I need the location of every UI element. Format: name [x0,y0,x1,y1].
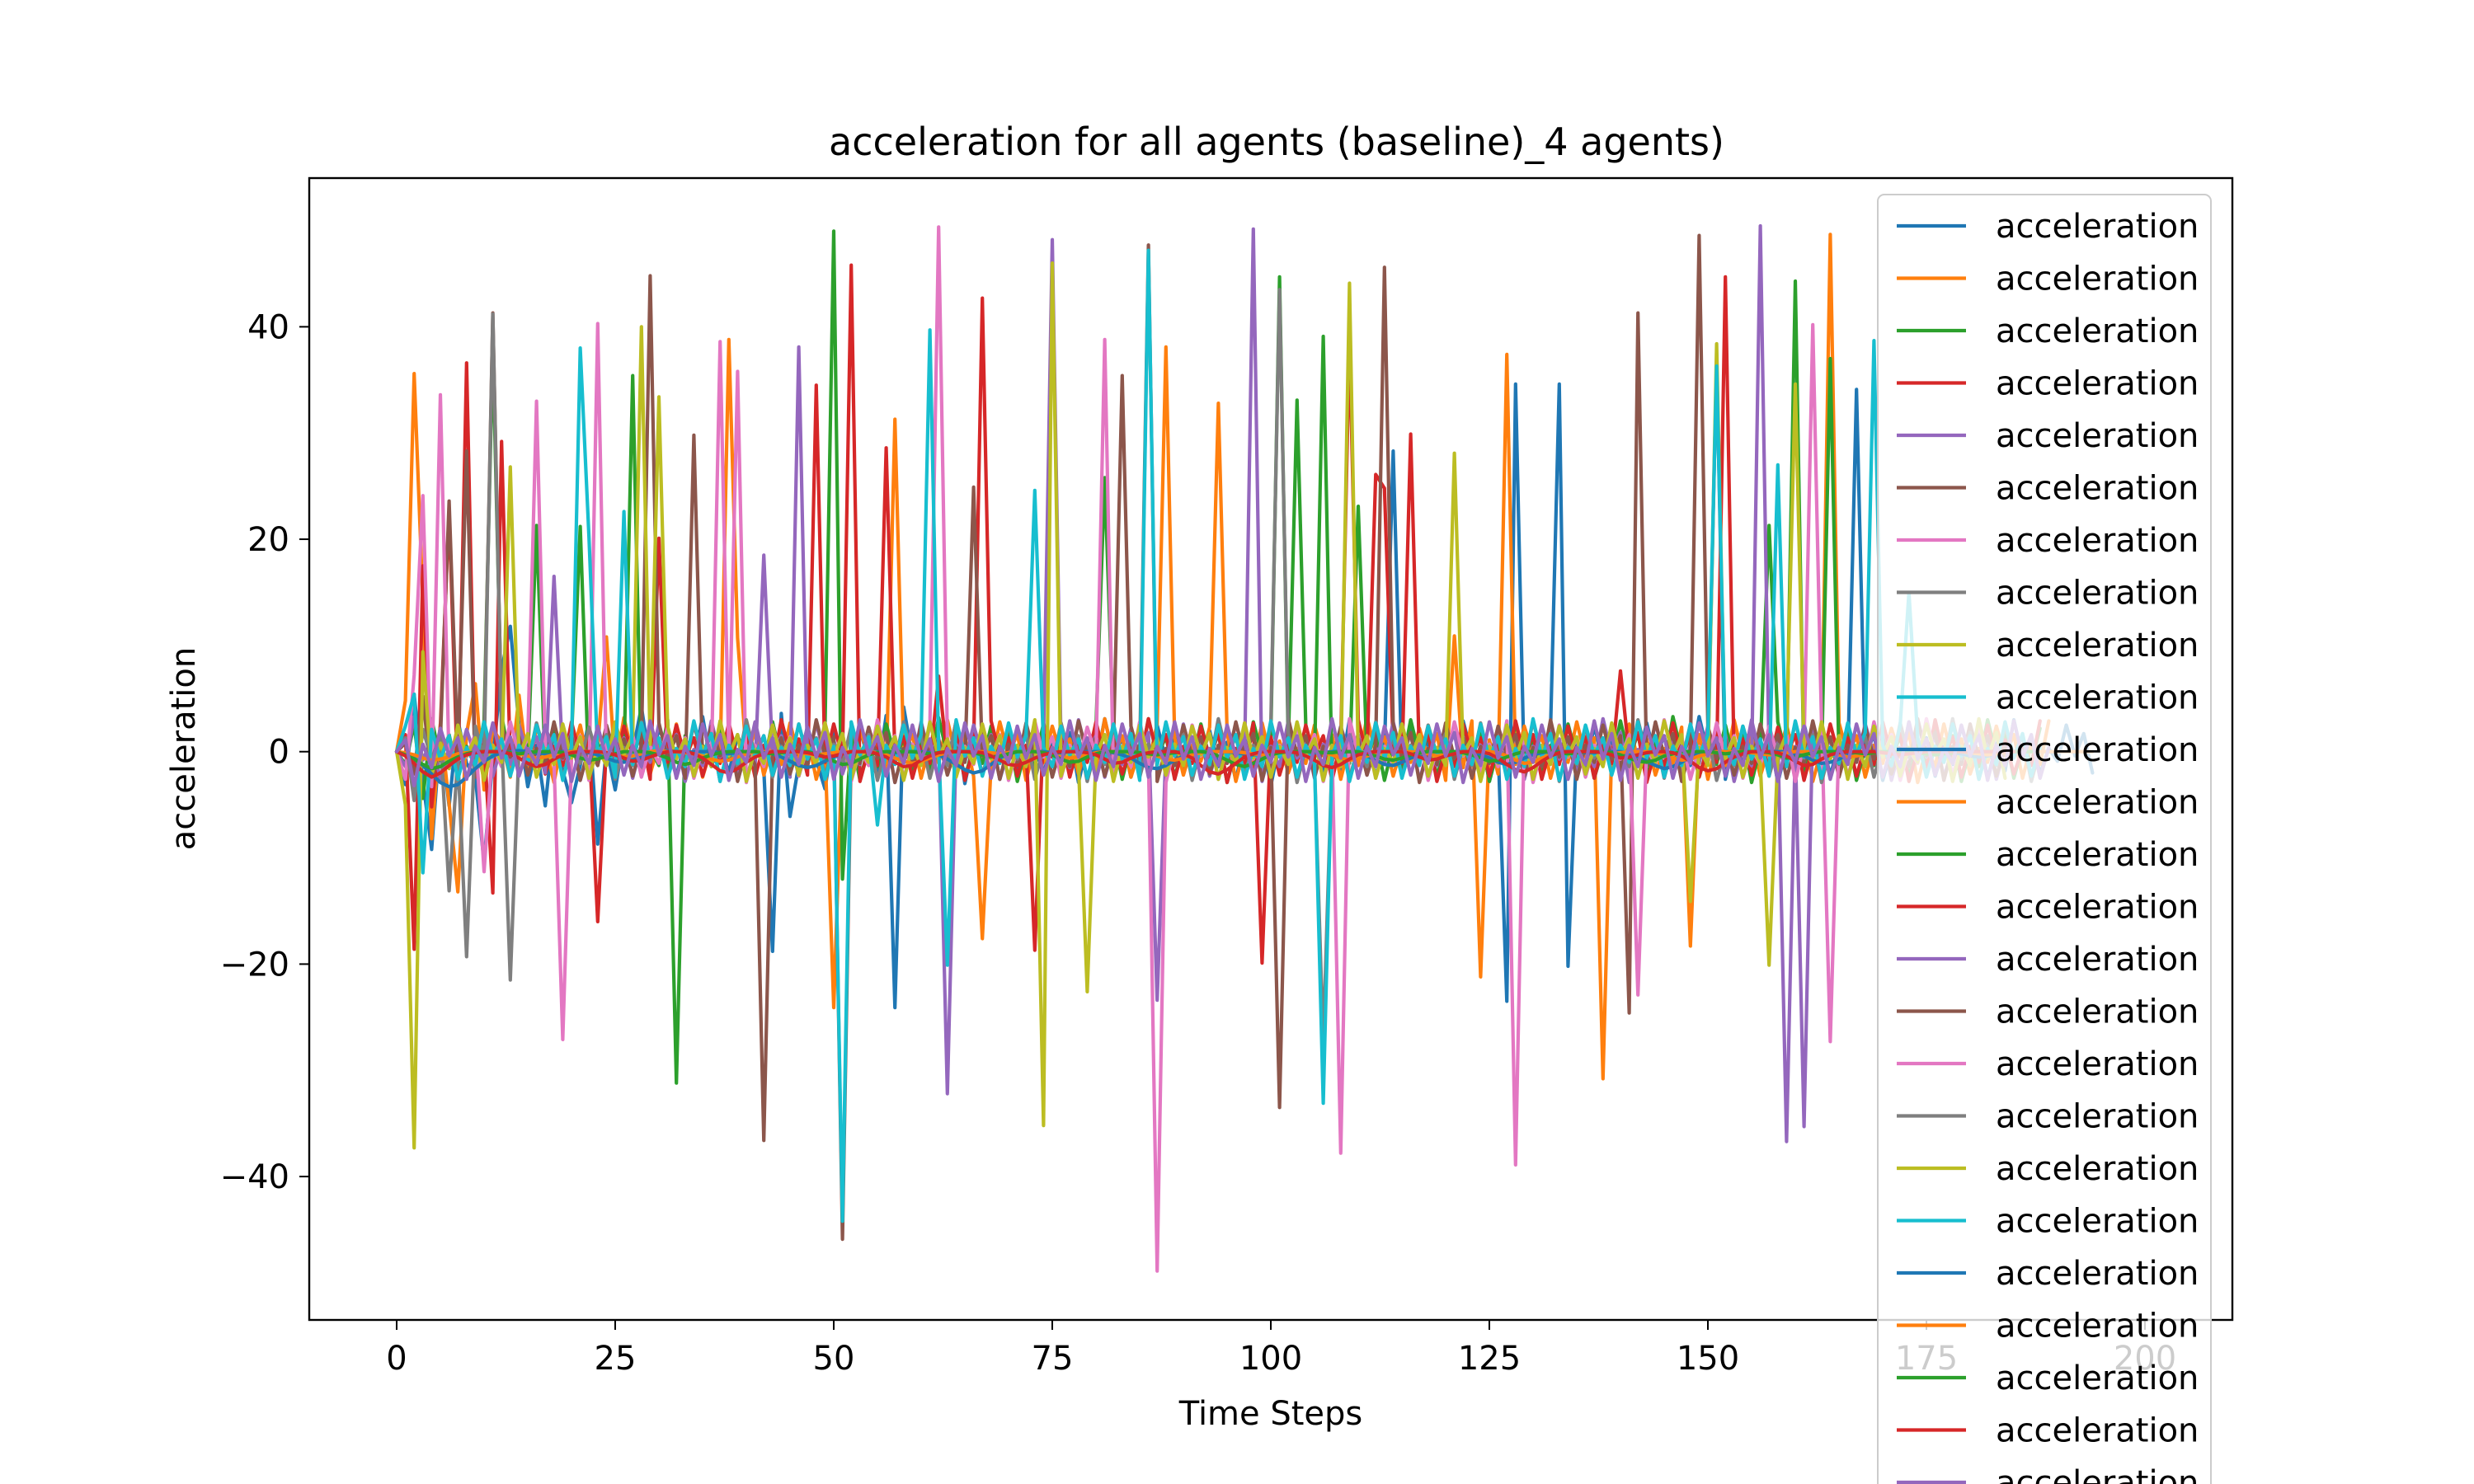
legend-label: acceleration [1996,470,2199,508]
legend-label: acceleration [1996,1308,2199,1345]
x-tick-label: 0 [386,1340,407,1378]
plot-series-layer [394,223,2095,1273]
x-tick-label: 75 [1032,1340,1074,1378]
series-line-10 [394,248,2042,1223]
legend-label: acceleration [1996,1360,2199,1397]
legend-label: acceleration [1996,1150,2199,1188]
legend-label: acceleration [1996,889,2199,927]
legend-label: acceleration [1996,1255,2199,1293]
x-tick-label: 25 [595,1340,637,1378]
legend-label: acceleration [1996,1412,2199,1450]
legend-label: acceleration [1996,679,2199,717]
x-axis-label: Time Steps [1178,1395,1363,1433]
legend: acceleration acceleration acceleration acce… [1877,194,2212,1484]
y-tick-label: 0 [269,734,289,772]
series-line-15 [394,716,2051,788]
x-tick-label: 100 [1239,1340,1302,1378]
legend-label: acceleration [1996,261,2199,298]
y-axis-ticks: −40 −20 0 20 40 [220,308,309,1196]
series-line-6 [394,233,2007,1242]
x-tick-label: 150 [1677,1340,1739,1378]
y-tick-label: −40 [220,1158,289,1196]
chart-title: acceleration for all agents (baseline)_4… [829,120,1724,164]
legend-label: acceleration [1996,1098,2199,1136]
x-tick-label: 125 [1458,1340,1521,1378]
legend-label: acceleration [1996,365,2199,403]
legend-frame [1877,194,2212,1484]
legend-label: acceleration [1996,627,2199,665]
legend-entries: acceleration acceleration acceleration acce… [1897,208,2199,1484]
legend-label: acceleration [1996,941,2199,979]
legend-label: acceleration [1996,312,2199,350]
legend-label: acceleration [1996,417,2199,455]
legend-label: acceleration [1996,575,2199,613]
legend-label: acceleration [1996,784,2199,822]
legend-label: acceleration [1996,208,2199,246]
legend-label: acceleration [1996,731,2199,769]
legend-label: acceleration [1996,836,2199,874]
legend-label: acceleration [1996,1045,2199,1083]
y-axis-label: acceleration [165,647,203,850]
legend-label: acceleration [1996,993,2199,1031]
legend-label: acceleration [1996,522,2199,560]
y-tick-label: −20 [220,946,289,984]
x-tick-label: 50 [813,1340,855,1378]
legend-label: acceleration [1996,1203,2199,1241]
y-tick-label: 20 [247,521,289,559]
legend-label: acceleration [1996,1464,2199,1484]
y-tick-label: 40 [247,308,289,346]
